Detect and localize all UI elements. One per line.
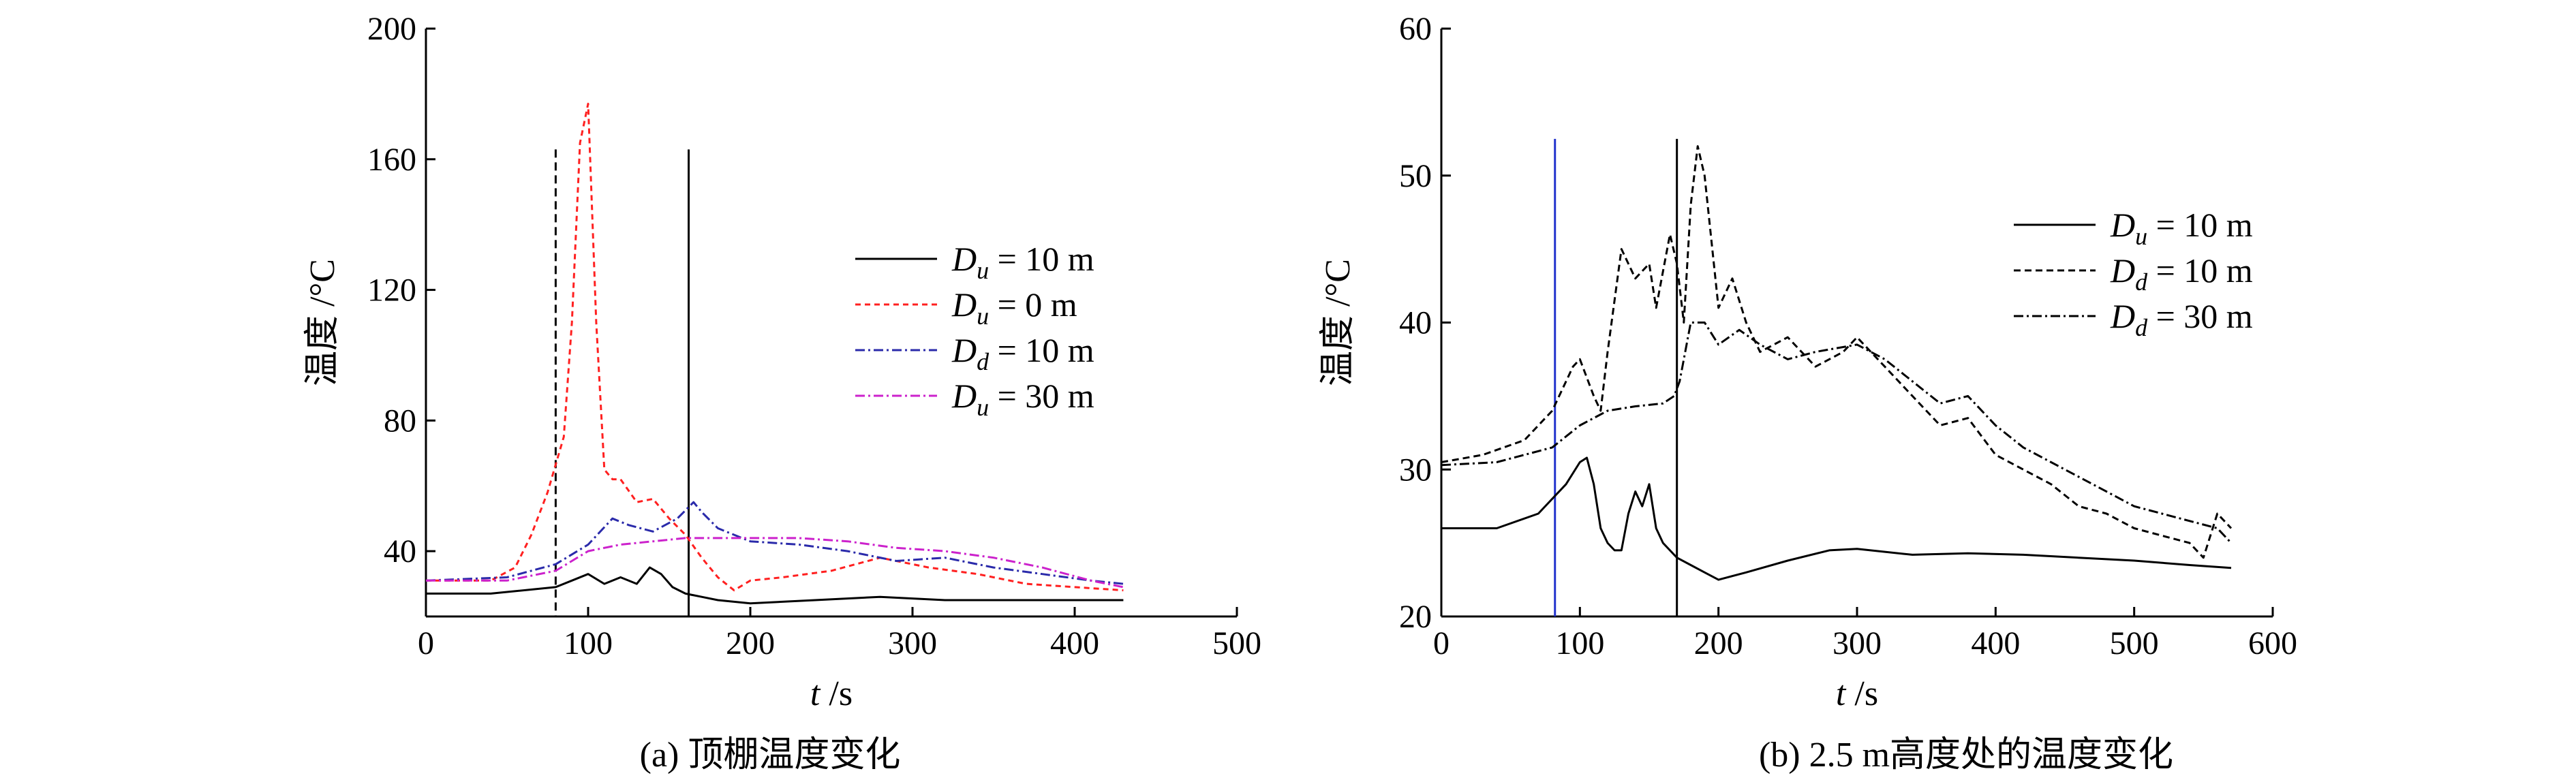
legend-label-text: = 10 m bbox=[2147, 251, 2253, 290]
legend-label-sub: d bbox=[2135, 314, 2148, 341]
y-tick-label: 20 bbox=[1399, 599, 1432, 635]
caption-a: (a) 顶棚温度变化 bbox=[640, 736, 901, 775]
legend-label-var: D bbox=[2110, 297, 2135, 335]
y-tick-label: 40 bbox=[384, 533, 416, 569]
x-tick-label: 400 bbox=[1971, 625, 2020, 661]
chart-panel-a: 0 100 200 300 400 500 40 80 120 160 200 t /s 温度 /°C D… bbox=[303, 11, 1261, 713]
x-axis-title-unit: /s bbox=[1845, 674, 1878, 713]
x-tick-label: 300 bbox=[1833, 625, 1882, 661]
x-axis-title-var: t bbox=[810, 674, 821, 713]
legend-label-var: D bbox=[951, 377, 977, 415]
x-tick-label: 100 bbox=[1555, 625, 1604, 661]
legend-label-sub: u bbox=[977, 302, 989, 330]
x-tick-label: 600 bbox=[2248, 625, 2297, 661]
x-tick-label: 100 bbox=[564, 625, 613, 661]
x-axis-title-unit: /s bbox=[820, 674, 853, 713]
y-tick-label: 50 bbox=[1399, 158, 1432, 194]
y-tick-label: 120 bbox=[367, 272, 416, 309]
legend-label: Dd = 10 m bbox=[951, 331, 1094, 375]
x-tick-label: 200 bbox=[726, 625, 775, 661]
legend-label-text: = 10 m bbox=[2147, 206, 2253, 244]
y-tick-label: 30 bbox=[1399, 452, 1432, 488]
legend-label-sub: u bbox=[2135, 223, 2147, 250]
legend-label-text: = 10 m bbox=[989, 331, 1094, 369]
legend-label: Du = 10 m bbox=[951, 240, 1094, 284]
x-axis-title-var: t bbox=[1836, 674, 1847, 713]
y-tick-label: 60 bbox=[1399, 11, 1432, 47]
legend: Du = 10 mDd = 10 mDd = 30 m bbox=[2014, 206, 2253, 341]
legend-label: Du = 0 m bbox=[951, 285, 1077, 330]
y-tick-label: 80 bbox=[384, 403, 416, 439]
legend-label: Dd = 30 m bbox=[2110, 297, 2253, 341]
legend: Du = 10 mDu = 0 mDd = 10 mDu = 30 m bbox=[855, 240, 1094, 421]
x-axis-title: t /s bbox=[810, 674, 853, 713]
x-tick-label: 200 bbox=[1694, 625, 1743, 661]
chart-panel-b: 0 100 200 300 400 500 600 20 30 40 50 60 t /s 温度 /°C D… bbox=[1319, 11, 2297, 713]
legend-label-text: = 30 m bbox=[2147, 297, 2253, 335]
legend-label-var: D bbox=[951, 285, 977, 324]
legend-label-sub: d bbox=[2135, 268, 2148, 296]
legend-label-var: D bbox=[2110, 206, 2135, 244]
series-line-4 bbox=[426, 537, 1124, 589]
legend-label-sub: d bbox=[977, 348, 990, 375]
legend-label: Du = 30 m bbox=[951, 377, 1094, 421]
y-axis-title: 温度 /°C bbox=[303, 259, 342, 386]
x-tick-label: 400 bbox=[1050, 625, 1099, 661]
legend-label-var: D bbox=[951, 240, 977, 278]
series-line-1 bbox=[1441, 456, 2232, 581]
legend-label-text: = 10 m bbox=[989, 240, 1094, 278]
series-line-3 bbox=[1441, 322, 2233, 544]
y-tick-label: 160 bbox=[367, 142, 416, 178]
caption-b: (b) 2.5 m高度处的温度变化 bbox=[1759, 736, 2173, 775]
legend-label: Dd = 10 m bbox=[2110, 251, 2253, 296]
x-tick-label: 500 bbox=[2110, 625, 2159, 661]
y-tick-label: 40 bbox=[1399, 305, 1432, 341]
series-line-2 bbox=[1441, 145, 2233, 559]
x-tick-label: 500 bbox=[1212, 625, 1261, 661]
x-tick-label: 0 bbox=[1433, 625, 1450, 661]
series-line-1 bbox=[426, 566, 1124, 605]
x-tick-label: 0 bbox=[418, 625, 434, 661]
legend-label-var: D bbox=[951, 331, 977, 369]
legend-label-var: D bbox=[2110, 251, 2135, 290]
x-tick-label: 300 bbox=[888, 625, 937, 661]
series-line-3 bbox=[425, 501, 1124, 585]
legend-label-text: = 30 m bbox=[989, 377, 1094, 415]
x-axis-title: t /s bbox=[1836, 674, 1878, 713]
legend-label-sub: u bbox=[977, 257, 989, 284]
legend-label-text: = 0 m bbox=[989, 285, 1077, 324]
y-tick-label: 200 bbox=[367, 11, 416, 47]
y-axis-title: 温度 /°C bbox=[1319, 259, 1358, 386]
legend-label-sub: u bbox=[977, 394, 989, 421]
legend-label: Du = 10 m bbox=[2110, 206, 2253, 250]
